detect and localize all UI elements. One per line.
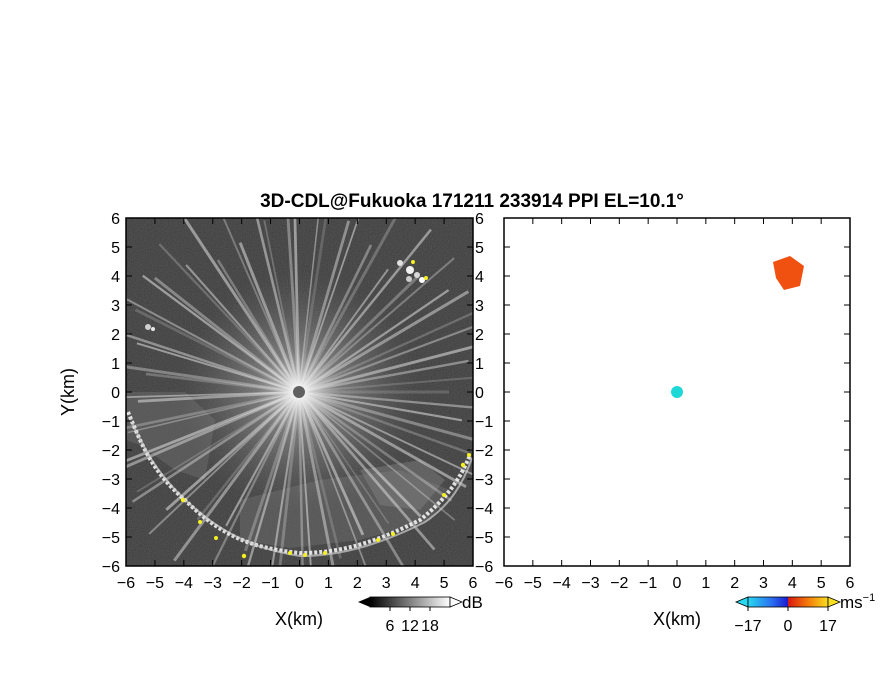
y-tick-label-right: 6 — [475, 211, 484, 228]
x-tick-label: −4 — [175, 575, 193, 592]
x-tick-label: −3 — [204, 575, 222, 592]
velocity-colorbar: −17 0 17 ms−1 — [734, 592, 875, 635]
x-tick-label: 3 — [382, 575, 391, 592]
velocity-panel: −6 −5 −4 −3 −2 −1 0 1 2 3 4 5 6 X(km) — [495, 217, 855, 629]
y-tick-label-right: 1 — [475, 356, 484, 373]
x-tick-label: 0 — [673, 575, 682, 592]
y-tick-label-right: −5 — [475, 530, 493, 547]
x-tick-label: −2 — [610, 575, 628, 592]
reflectivity-axes: −6 −5 −4 −3 −2 −1 0 1 2 3 4 5 6−6 −6−5 −5−4 −4−3 −3−2 −2−… — [102, 211, 494, 592]
colorbar-tick-label: 6 — [386, 618, 395, 635]
colorbar-tick-label: 0 — [784, 618, 793, 635]
x-tick-label: −1 — [639, 575, 657, 592]
radar-center-marker-velocity — [671, 386, 683, 398]
highlight-points — [180, 453, 471, 559]
reflectivity-colorbar-unit: dB — [462, 593, 483, 612]
y-tick-label-right: −4 — [475, 501, 493, 518]
x-tick-label: 4 — [411, 575, 420, 592]
x-tick-label: −2 — [233, 575, 251, 592]
small-echo-cluster — [145, 260, 428, 331]
x-tick-label: 4 — [788, 575, 797, 592]
x-tick-label: 3 — [759, 575, 768, 592]
y-tick-label: −6 — [102, 559, 120, 576]
x-tick-label: −5 — [524, 575, 542, 592]
y-tick-label-right: 5 — [475, 240, 484, 257]
y-tick-label-right: 4 — [475, 269, 484, 286]
x-tick-label: −5 — [146, 575, 164, 592]
velocity-image — [505, 256, 850, 565]
y-tick-label-right: −3 — [475, 472, 493, 489]
colorbar-tick-label: −17 — [734, 618, 761, 635]
reflectivity-colorbar: 6 12 18 dB — [358, 593, 483, 635]
y-tick-label: 5 — [111, 240, 120, 257]
y-tick-label: 6 — [111, 211, 120, 228]
x-tick-label: 2 — [353, 575, 362, 592]
left-y-axis-label: Y(km) — [58, 368, 78, 416]
radar-center-marker — [293, 386, 305, 398]
x-tick-label: −6 — [117, 575, 135, 592]
reflectivity-panel: −6 −5 −4 −3 −2 −1 0 1 2 3 4 5 6−6 −6−5 −5−4 −4−3 −3−2 −2−… — [58, 211, 494, 629]
x-tick-label: 1 — [701, 575, 710, 592]
x-tick-label: −6 — [495, 575, 513, 592]
colorbar-tick-label: 18 — [421, 618, 439, 635]
y-tick-label-right: −6 — [475, 559, 493, 576]
y-tick-label: 1 — [111, 356, 120, 373]
velocity-axes: −6 −5 −4 −3 −2 −1 0 1 2 3 4 5 6 — [495, 217, 855, 592]
y-tick-label: 2 — [111, 327, 120, 344]
y-tick-label: −1 — [102, 414, 120, 431]
figure-title: 3D-CDL@Fukuoka 171211 233914 PPI EL=10.1… — [260, 191, 684, 212]
x-tick-label: 5 — [817, 575, 826, 592]
y-tick-label-right: 0 — [475, 385, 484, 402]
y-tick-label: −2 — [102, 443, 120, 460]
y-tick-label: 4 — [111, 269, 120, 286]
y-tick-label-right: 3 — [475, 298, 484, 315]
x-tick-label: 5 — [440, 575, 449, 592]
y-tick-label: 3 — [111, 298, 120, 315]
y-tick-label-right: −2 — [475, 443, 493, 460]
x-tick-label: 6 — [469, 575, 478, 592]
y-tick-label: −5 — [102, 530, 120, 547]
colorbar-tick-label: 12 — [401, 618, 419, 635]
x-tick-label: 0 — [295, 575, 304, 592]
x-tick-label: 1 — [324, 575, 333, 592]
reflectivity-image — [126, 218, 473, 566]
x-tick-label: 6 — [846, 575, 855, 592]
right-x-axis-label: X(km) — [653, 609, 701, 629]
x-tick-label: −1 — [261, 575, 279, 592]
left-x-axis-label: X(km) — [275, 609, 323, 629]
x-tick-label: 2 — [730, 575, 739, 592]
y-tick-label: 0 — [111, 385, 120, 402]
x-tick-label: −3 — [581, 575, 599, 592]
velocity-colorbar-unit: ms−1 — [840, 592, 875, 612]
y-tick-label: −4 — [102, 501, 120, 518]
y-tick-label-right: −1 — [475, 414, 493, 431]
y-tick-label: −3 — [102, 472, 120, 489]
y-tick-label-right: 2 — [475, 327, 484, 344]
colorbar-tick-label: 17 — [819, 618, 837, 635]
x-tick-label: −4 — [553, 575, 571, 592]
